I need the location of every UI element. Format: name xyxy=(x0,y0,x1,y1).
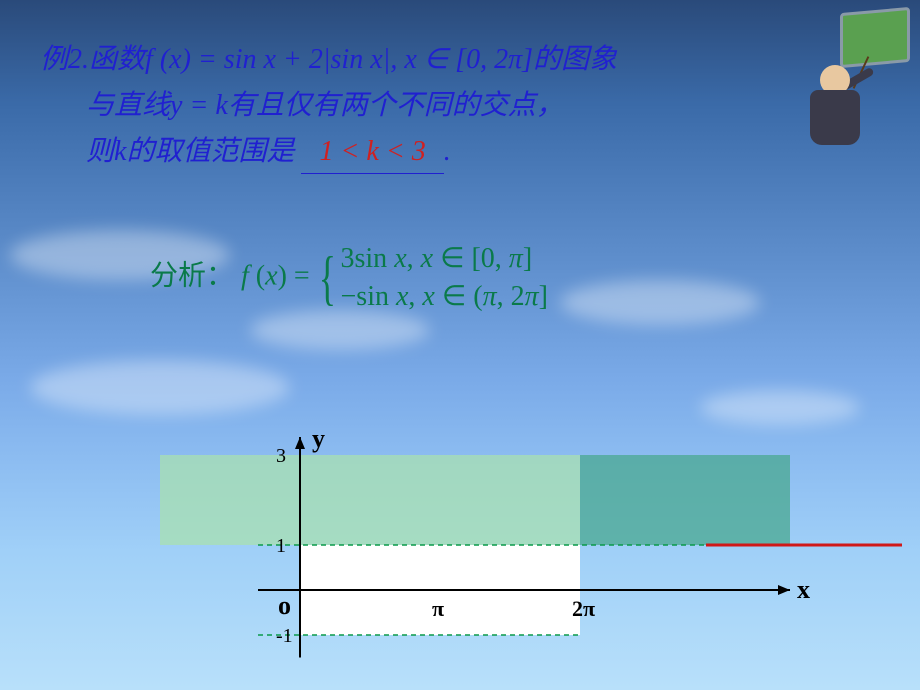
analysis-lhs: f (x) = xyxy=(241,260,317,291)
case-2: −sin x, x ∈ (π, 2π] xyxy=(341,278,548,316)
chart-svg: x y o π 2π 3 1 -1 xyxy=(260,370,900,680)
svg-text:-1: -1 xyxy=(276,625,293,647)
function-chart: x y o π 2π 3 1 -1 xyxy=(260,370,900,680)
svg-text:3: 3 xyxy=(276,445,286,467)
svg-text:π: π xyxy=(432,596,444,621)
problem-line-3: 则k的取值范围是 1 < k < 3. xyxy=(40,132,800,174)
svg-text:1: 1 xyxy=(276,535,286,557)
text: 则 xyxy=(86,136,114,167)
analysis-label: 分析： xyxy=(150,260,234,291)
case-1: 3sin x, x ∈ [0, π] xyxy=(341,240,548,278)
cloud-decoration xyxy=(560,280,760,325)
text: 函数 xyxy=(89,44,145,75)
teacher-clipart xyxy=(790,10,910,150)
left-brace-icon: { xyxy=(318,248,335,308)
cloud-decoration xyxy=(250,310,430,350)
piecewise-cases: 3sin x, x ∈ [0, π] −sin x, x ∈ (π, 2π] xyxy=(341,240,548,316)
svg-text:x: x xyxy=(797,575,810,604)
svg-text:y: y xyxy=(312,424,325,453)
svg-text:2π: 2π xyxy=(572,596,595,621)
svg-text:o: o xyxy=(278,591,291,620)
text: 有且仅有两个不同的交点， xyxy=(228,90,564,121)
example-number: 例2. xyxy=(40,44,89,75)
problem-line-2: 与直线y = k有且仅有两个不同的交点， xyxy=(40,86,800,126)
text: 与直线 xyxy=(86,90,170,121)
variable: k xyxy=(114,136,126,167)
text: 的图象 xyxy=(533,44,617,75)
text: 的取值范围是 xyxy=(126,136,294,167)
teacher-body xyxy=(810,90,860,145)
problem-line-1: 例2.函数f (x) = sin x + 2|sin x|, x ∈ [0, 2… xyxy=(40,40,800,80)
problem-text: 例2.函数f (x) = sin x + 2|sin x|, x ∈ [0, 2… xyxy=(40,40,800,180)
formula: y = k xyxy=(170,90,228,121)
analysis-block: 分析： f (x) = { 3sin x, x ∈ [0, π] −sin x,… xyxy=(150,240,548,316)
formula: f (x) = sin x + 2|sin x|, x ∈ [0, 2π] xyxy=(145,44,533,75)
period: . xyxy=(444,136,451,167)
answer: 1 < k < 3 xyxy=(319,136,425,167)
answer-blank: 1 < k < 3 xyxy=(301,132,443,174)
cloud-decoration xyxy=(30,360,290,415)
blackboard-icon xyxy=(840,7,910,68)
